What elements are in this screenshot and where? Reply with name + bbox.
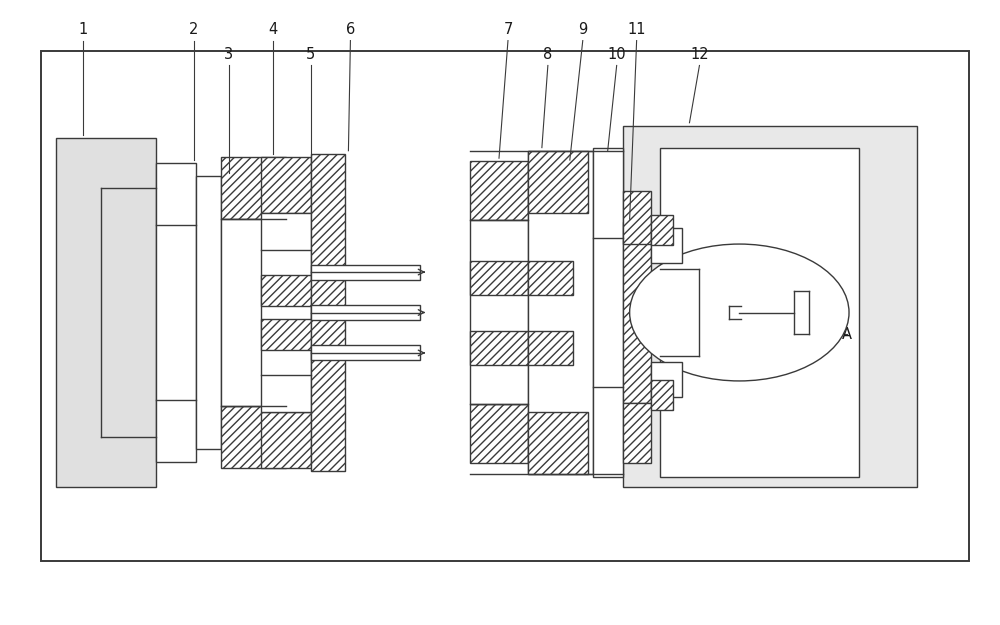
Text: 8: 8	[543, 47, 552, 62]
Bar	[311, 154, 345, 471]
Bar	[261, 412, 311, 468]
Bar	[528, 412, 588, 474]
Bar	[623, 126, 917, 487]
Bar	[593, 148, 623, 478]
Text: 4: 4	[268, 22, 277, 37]
Bar	[311, 346, 420, 361]
Text: 7: 7	[503, 22, 513, 37]
Bar	[470, 261, 528, 295]
Bar	[528, 151, 593, 474]
Bar	[221, 157, 286, 219]
Bar	[311, 264, 420, 279]
Bar	[623, 402, 651, 463]
Text: 1: 1	[79, 22, 88, 37]
Text: 5: 5	[306, 47, 315, 62]
Bar	[528, 331, 573, 366]
Bar	[41, 51, 969, 561]
Text: A: A	[842, 327, 852, 342]
Bar	[221, 406, 286, 468]
Bar	[623, 191, 651, 244]
Text: 10: 10	[607, 47, 626, 62]
Bar	[156, 163, 196, 462]
Bar	[528, 261, 573, 295]
Bar	[470, 161, 528, 221]
Bar	[470, 221, 528, 404]
Bar	[651, 229, 682, 262]
Text: 9: 9	[578, 22, 587, 37]
Bar	[651, 362, 682, 396]
Text: 6: 6	[346, 22, 355, 37]
Bar	[651, 380, 673, 409]
Bar	[470, 331, 528, 366]
Bar	[623, 222, 651, 402]
Bar	[261, 213, 311, 412]
Bar	[311, 305, 420, 320]
Bar	[221, 219, 286, 406]
Text: 3: 3	[224, 47, 233, 62]
Bar	[261, 275, 311, 306]
Circle shape	[630, 244, 849, 381]
Bar	[196, 176, 221, 449]
Text: 11: 11	[627, 22, 646, 37]
Text: 2: 2	[189, 22, 199, 37]
Text: 12: 12	[690, 47, 709, 62]
Bar	[528, 151, 588, 213]
Bar	[470, 404, 528, 463]
Bar	[651, 216, 673, 245]
Bar	[261, 319, 311, 350]
Bar	[660, 148, 859, 478]
Bar	[261, 157, 311, 213]
Bar	[56, 138, 156, 487]
